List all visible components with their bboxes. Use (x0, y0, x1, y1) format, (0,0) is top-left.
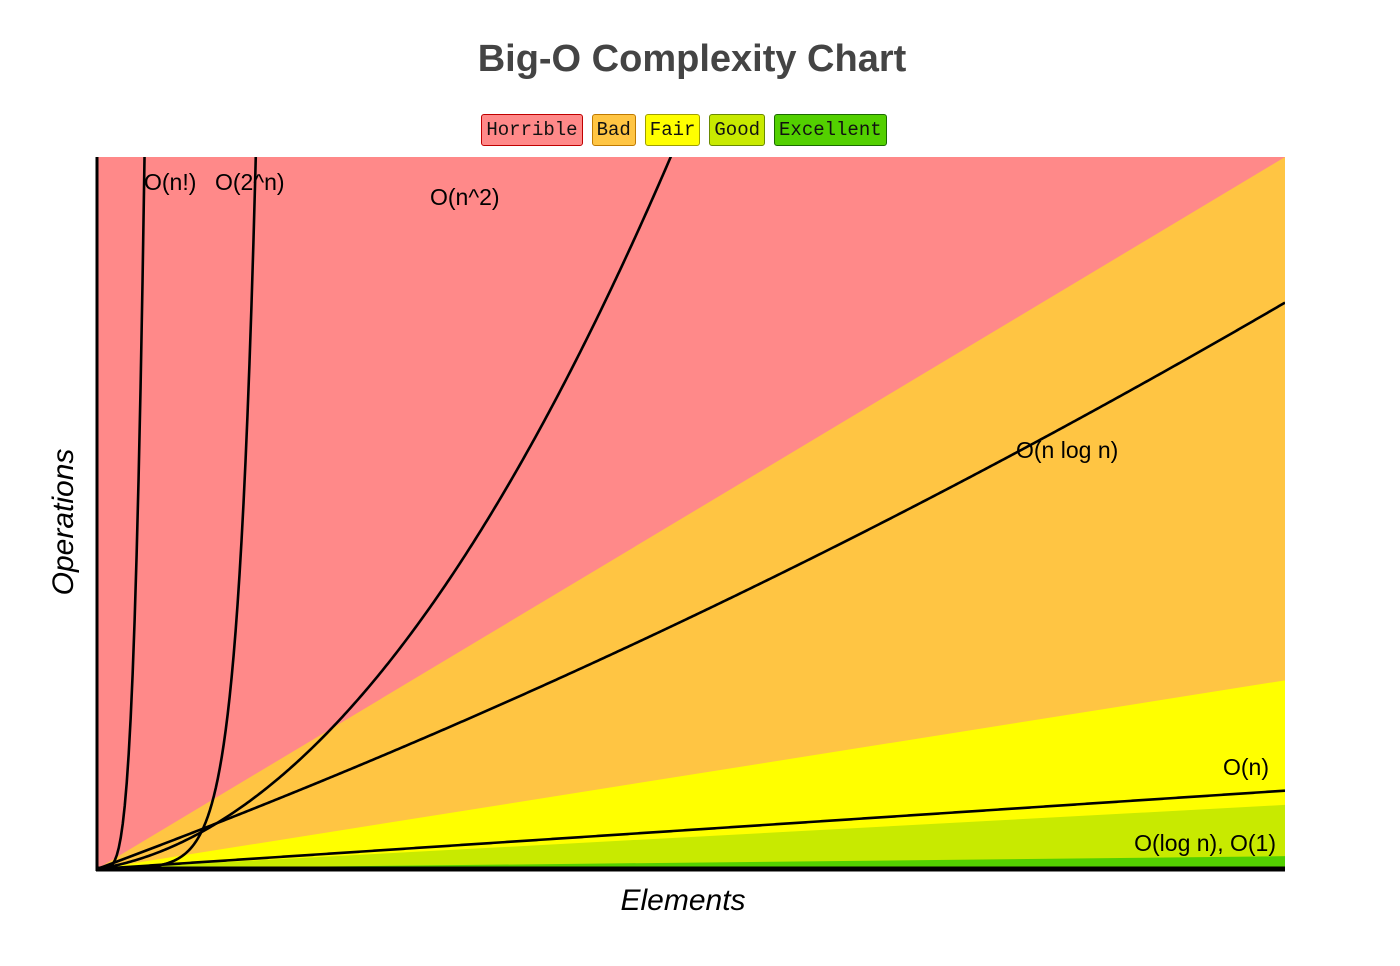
legend-item-fair: Fair (644, 114, 701, 146)
label-quadratic: O(n^2) (430, 184, 500, 210)
regions-layer (97, 157, 1285, 869)
label-nlogn: O(n log n) (1016, 437, 1118, 463)
legend-item-bad: Bad (591, 114, 636, 146)
chart-title: Big-O Complexity Chart (477, 38, 907, 80)
label-factorial: O(n!) (144, 169, 196, 195)
legend-item-horrible: Horrible (481, 114, 583, 146)
y-axis-label: Operations (47, 449, 80, 596)
label-constant: O(log n), O(1) (1134, 830, 1276, 856)
curve-nlogn (97, 301, 1285, 869)
region-bad (97, 157, 1285, 869)
curve-linear (97, 789, 1285, 869)
label-exponential: O(2^n) (215, 169, 285, 195)
x-axis-label: Elements (620, 884, 745, 917)
legend-item-excellent: Excellent (774, 114, 887, 146)
label-linear: O(n) (1223, 754, 1269, 780)
labels-layer: O(n!) O(2^n) O(n^2) O(n log n) O(n) O(lo… (47, 169, 1276, 917)
legend: Horrible Bad Fair Good Excellent (0, 114, 1368, 146)
region-excellent (97, 856, 1285, 869)
region-good (97, 804, 1285, 869)
legend-item-good: Good (709, 114, 766, 146)
axes-layer (95, 157, 1285, 872)
